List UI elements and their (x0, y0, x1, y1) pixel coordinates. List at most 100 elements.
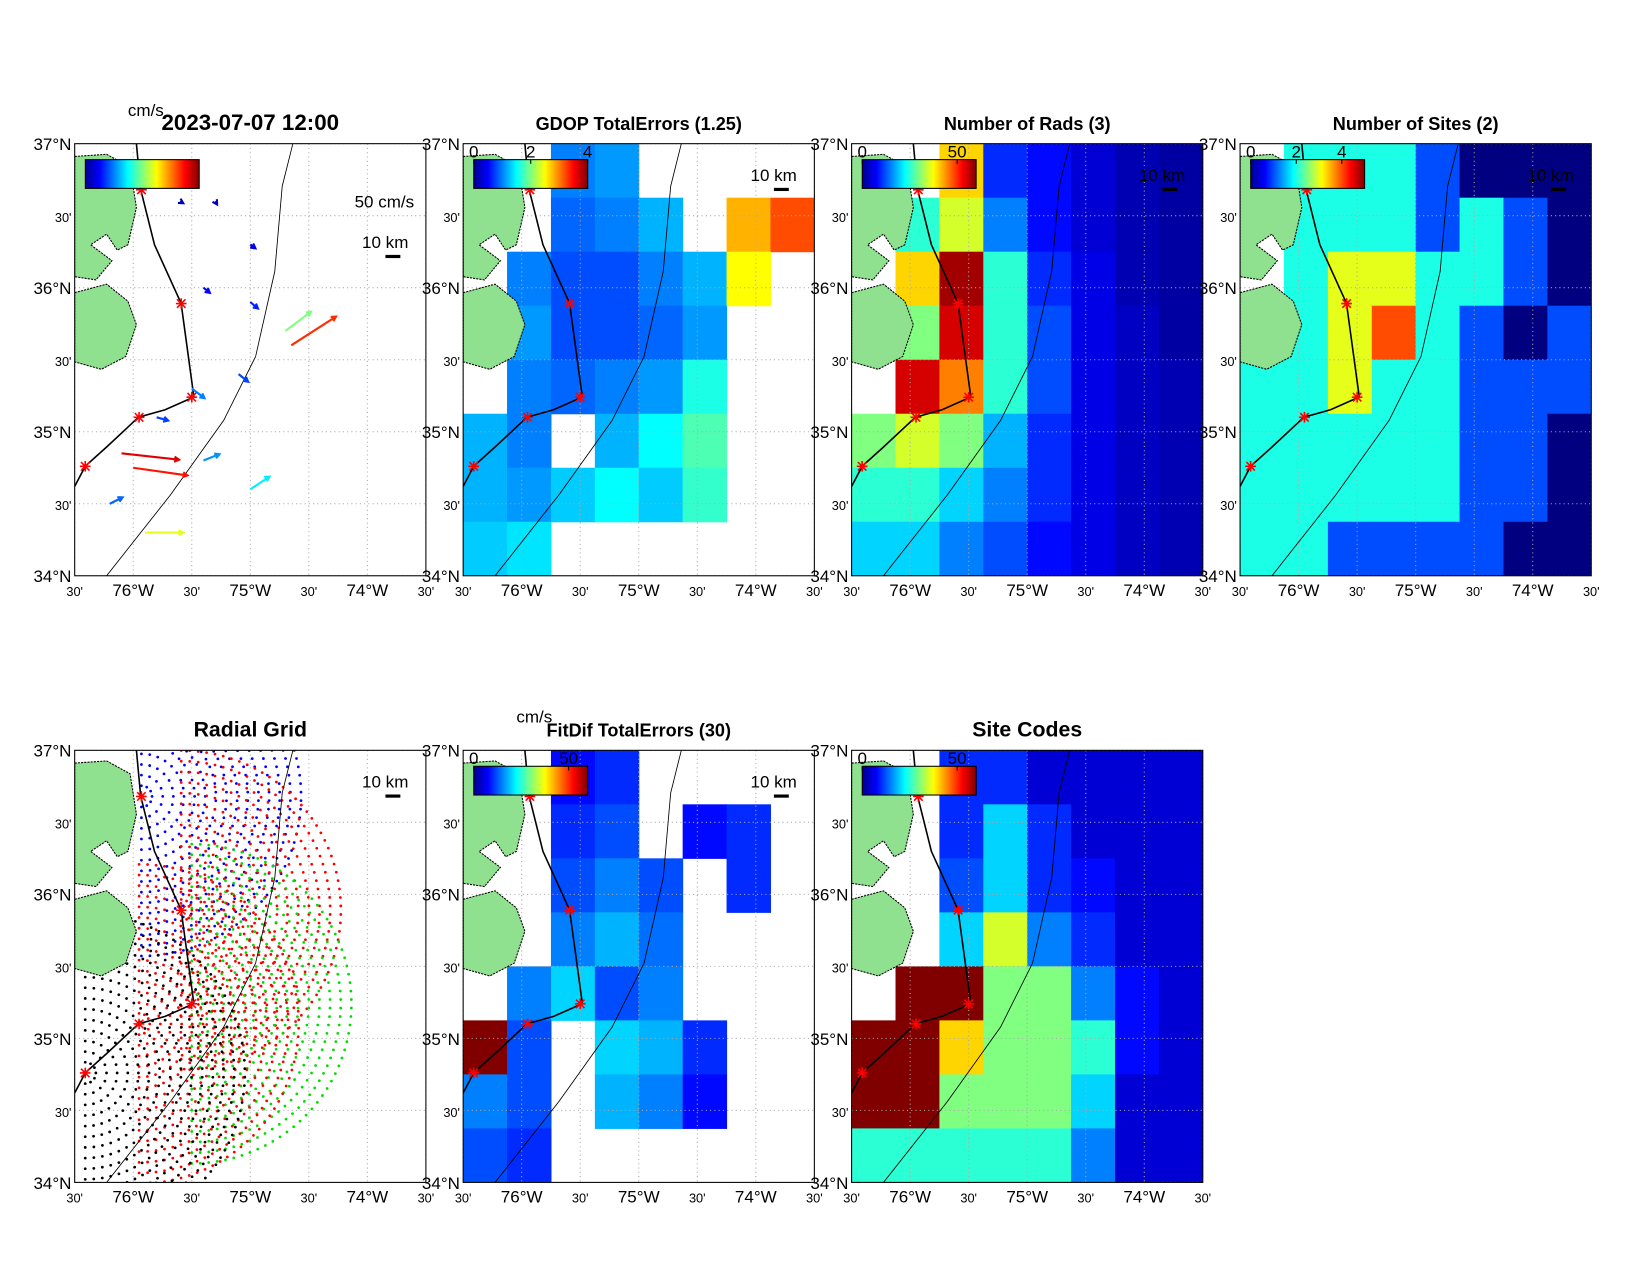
heat-cell (507, 966, 552, 1021)
radial-grid-dot (308, 911, 312, 915)
radial-grid-dot (149, 721, 152, 724)
radial-grid-dot (89, 1080, 92, 1084)
heat-cell (594, 912, 640, 967)
radial-grid-dot (160, 997, 164, 1001)
radial-grid-dot (247, 691, 250, 694)
radial-grid-dot (250, 757, 254, 760)
radial-grid-dot (185, 965, 189, 969)
radial-grid-dot (140, 742, 143, 745)
radial-grid-dot (240, 850, 244, 854)
radial-grid-dot (255, 773, 258, 777)
heat-cell (983, 1020, 1028, 1075)
radial-grid-dot (286, 1006, 289, 1010)
radial-grid-dot (179, 759, 183, 763)
radial-grid-dot (218, 885, 222, 888)
radial-grid-dot (274, 989, 278, 993)
radial-grid-dot (323, 946, 327, 950)
radial-grid-dot (215, 885, 219, 888)
radial-grid-dot (208, 824, 212, 828)
radial-grid-dot (265, 814, 269, 817)
radial-grid-dot (231, 927, 235, 931)
radial-grid-dot (83, 975, 87, 979)
radial-grid-dot (148, 954, 152, 958)
radial-grid-dot (192, 786, 196, 790)
radial-grid-dot (270, 1055, 274, 1058)
radial-grid-dot (211, 1002, 215, 1006)
radial-grid-dot (225, 889, 229, 893)
radial-grid-dot (170, 825, 173, 828)
lat-tick-label: 34°N (422, 567, 460, 586)
radial-grid-dot (142, 1209, 145, 1212)
radial-grid-dot (187, 889, 191, 892)
radial-grid-dot (297, 1106, 300, 1110)
radial-grid-dot (247, 1116, 251, 1120)
radial-grid-dot (330, 854, 333, 858)
radial-grid-dot (231, 916, 235, 919)
radial-grid-dot (256, 857, 260, 860)
radial-grid-dot (124, 1009, 128, 1013)
site-marker (175, 297, 188, 310)
radial-grid-dot (257, 790, 260, 794)
radial-grid-dot (257, 953, 261, 957)
radial-grid-dot (140, 731, 143, 734)
land (74, 750, 294, 1183)
radial-grid-dot (256, 835, 260, 838)
lon-tick-label: 75°W (1395, 581, 1437, 600)
radial-grid-dot (161, 795, 165, 798)
radial-grid-dot (284, 818, 288, 822)
radial-grid-dot (233, 816, 237, 820)
radial-grid-dot (260, 690, 263, 693)
radial-grid-dot (235, 799, 239, 803)
radial-grid-dot (244, 798, 248, 802)
radial-grid-dot (83, 1177, 87, 1181)
radial-grid-dot (162, 1171, 166, 1175)
radial-grid-dot (205, 838, 209, 842)
radial-grid-dot (302, 904, 306, 908)
radial-grid-dot (190, 938, 194, 942)
radial-grid-dot (198, 681, 201, 684)
radial-grid-dot (205, 1066, 208, 1070)
radial-grid-dot (232, 1156, 236, 1160)
radial-grid-dot (190, 778, 194, 782)
radial-grid-dot (310, 1107, 314, 1111)
radial-grid-dot (292, 972, 296, 976)
radial-grid-dot (240, 1018, 244, 1022)
radial-grid-dot (200, 1094, 204, 1098)
heat-cell (1071, 912, 1116, 967)
radial-grid-dot (285, 934, 289, 938)
radial-grid-dot (224, 879, 227, 883)
radial-grid-dot (199, 1147, 202, 1151)
radial-grid-dot (232, 1150, 236, 1154)
lon-tick-label: 30' (960, 1191, 977, 1206)
radial-grid-dot (195, 896, 199, 900)
heat-cell (638, 858, 684, 913)
radial-grid-dot (143, 1027, 147, 1030)
heat-cell (851, 467, 897, 523)
lat-tick-label: 30' (55, 817, 72, 832)
radial-grid-dot (146, 895, 149, 898)
radial-grid-dot (140, 646, 143, 649)
heat-cell (1283, 251, 1329, 307)
radial-grid-dot (174, 694, 177, 697)
radial-grid-dot (154, 1151, 158, 1154)
map-panel: 37°N30'36°N30'35°N30'34°N30' 76°W 30' 75°W 3… (810, 717, 1211, 1206)
radial-grid-dot (221, 834, 224, 838)
radial-grid-dot (118, 1228, 121, 1231)
radial-grid-dot (149, 689, 152, 692)
lat-tick-label: 34°N (33, 1174, 71, 1193)
radial-grid-dot (240, 884, 243, 888)
heat-cell (851, 521, 897, 576)
radial-grid-dot (261, 992, 265, 996)
radial-grid-dot (174, 650, 177, 653)
radial-grid-dot (206, 940, 210, 944)
radial-grid-dot (315, 970, 319, 974)
radial-grid-dot (190, 1055, 194, 1059)
radial-grid-dot (282, 949, 286, 952)
radial-grid-dot (140, 1149, 143, 1152)
radial-grid-dot (205, 916, 209, 920)
radial-grid-dot (247, 856, 250, 860)
radial-grid-dot (145, 980, 149, 984)
radial-grid-dot (156, 966, 159, 970)
radial-grid-dot (218, 1147, 222, 1151)
radial-grid-dot (156, 953, 160, 957)
